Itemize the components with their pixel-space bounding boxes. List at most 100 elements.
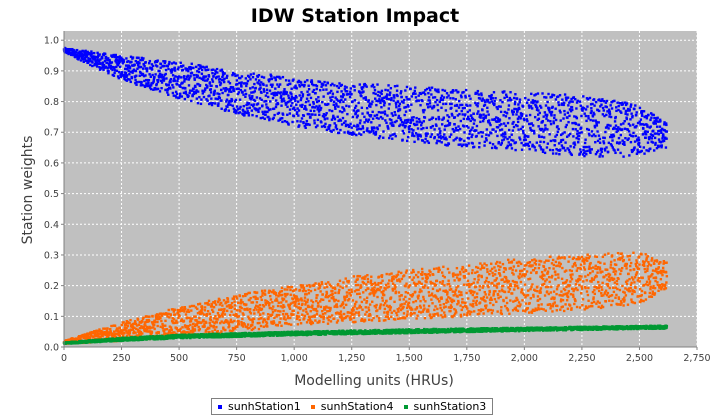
data-point [340,90,343,93]
data-point [545,259,548,262]
data-point [580,126,583,129]
data-point [393,96,396,99]
data-point [322,317,325,320]
data-point [568,114,571,118]
data-point [315,296,318,300]
data-point [397,116,400,120]
data-point [173,69,177,72]
data-point [141,84,144,87]
data-point [380,89,384,93]
data-point [282,97,285,100]
data-point [302,309,305,312]
data-point [476,102,480,105]
data-point [524,138,527,142]
data-point [260,316,263,319]
data-point [452,89,455,93]
data-point [472,310,476,313]
data-point [213,317,216,320]
data-point [372,294,376,297]
data-point [469,104,472,107]
data-point [526,307,530,310]
data-point [250,328,254,332]
data-point [304,126,307,130]
data-point [422,120,425,123]
data-point [493,273,497,276]
data-point [168,60,171,64]
data-point [434,313,437,316]
data-point [192,330,195,333]
data-point [393,132,396,136]
data-point [440,123,444,126]
data-point [573,115,576,118]
data-point [539,289,542,292]
data-point [286,83,289,87]
data-point [297,79,300,83]
data-point [386,310,390,313]
data-point [564,149,567,152]
data-point [561,298,565,302]
data-point [389,122,392,125]
data-point [419,135,422,138]
data-point [437,136,441,139]
data-point [573,288,576,291]
data-point [555,147,558,151]
data-point [592,296,595,299]
data-point [536,113,540,116]
data-point [545,285,548,289]
data-point [541,119,544,123]
data-point [150,68,154,71]
data-point [585,256,588,260]
data-point [416,282,419,286]
data-point [381,111,385,114]
data-point [358,292,361,295]
data-point [296,100,300,103]
data-point [446,267,450,271]
data-point [87,333,91,336]
data-point [542,140,546,144]
data-point [614,151,617,155]
data-point [404,124,407,128]
data-point [171,317,174,320]
data-point [563,131,566,134]
data-point [138,62,141,65]
data-point [261,321,265,324]
data-point [385,272,388,276]
data-point [304,293,307,296]
data-point [183,80,186,83]
data-point [604,130,607,134]
data-point [320,125,324,128]
data-point [302,286,306,290]
data-point [419,288,422,291]
data-point [217,102,220,105]
data-point [364,84,367,87]
data-point [488,298,492,301]
data-point [206,99,209,102]
data-point [556,130,559,134]
data-point [618,127,621,130]
data-point [359,133,363,136]
data-point [464,301,467,305]
data-point [419,306,422,309]
data-point [336,84,339,88]
data-point [357,314,361,317]
data-point [172,94,175,97]
data-point [598,137,602,141]
data-point [144,324,147,327]
data-point [577,141,580,144]
data-point [481,108,484,112]
data-point [393,287,397,290]
data-point [401,129,405,133]
data-point [472,145,476,149]
data-point [139,59,142,62]
data-point [118,60,121,63]
data-point [350,308,354,311]
data-point [570,97,573,101]
data-point [408,275,411,279]
data-point [180,95,184,98]
data-point [183,78,186,81]
data-point [77,51,80,55]
data-point [301,93,305,96]
data-point [381,299,385,302]
data-point [347,92,350,96]
data-point [104,52,107,56]
